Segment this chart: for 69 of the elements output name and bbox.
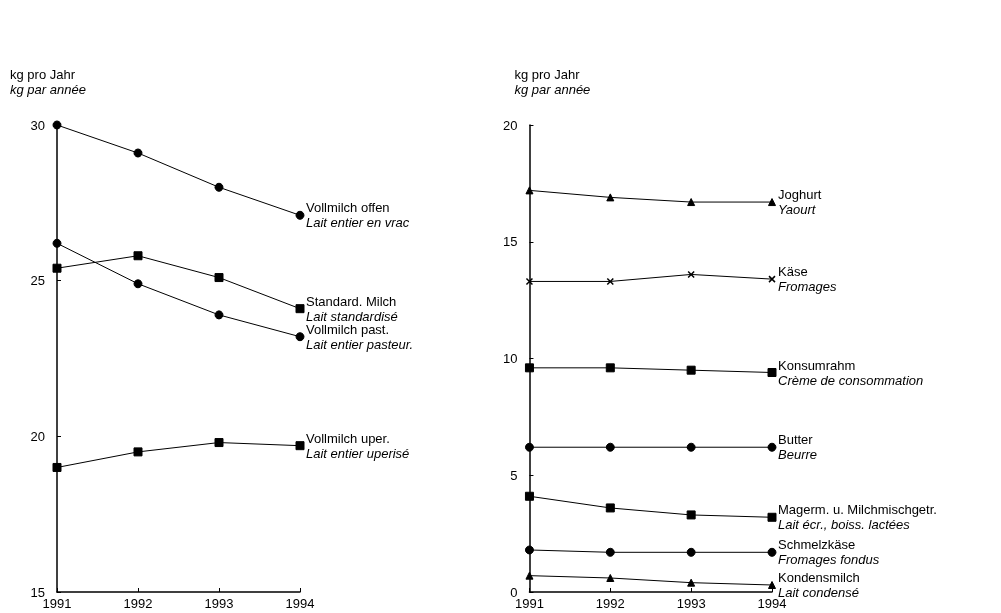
- y-tick-label: 20: [502, 117, 518, 133]
- point: [524, 442, 534, 452]
- series-label: Butter Beurre: [778, 432, 818, 463]
- series-label: Schmelzkäse Fromages fondus: [778, 537, 880, 568]
- point: [214, 310, 224, 320]
- x-tick-label: 1992: [123, 596, 153, 611]
- point: [525, 186, 534, 195]
- point: [214, 438, 224, 448]
- point: [214, 182, 224, 192]
- y-tick-label: 0: [510, 584, 518, 600]
- point: [524, 491, 534, 501]
- point: [686, 510, 696, 520]
- y-tick-label: 20: [30, 428, 45, 444]
- point: [525, 277, 534, 286]
- series-label: Vollmilch uper. Lait entier uperisé: [306, 430, 410, 461]
- point: [133, 148, 143, 158]
- point: [686, 442, 696, 452]
- point: [52, 263, 62, 273]
- point: [606, 573, 615, 582]
- y-tick-label: 10: [502, 351, 518, 366]
- point: [767, 512, 777, 522]
- y-tick-label: 15: [502, 234, 518, 250]
- point: [767, 547, 777, 557]
- point: [52, 462, 62, 472]
- series-label: Standard. Milch Lait standardisé: [306, 293, 398, 324]
- point: [687, 198, 696, 207]
- point: [768, 580, 776, 589]
- y-axis-title: kg pro Jahr kg par année: [514, 67, 591, 97]
- point: [605, 363, 615, 373]
- y-axis-title: kg pro Jahr kg par année: [10, 67, 86, 97]
- point: [686, 547, 696, 557]
- series-label: Magerm. u. Milchmischgetr. Lait écr., boiss. lactées: [778, 502, 937, 533]
- x-tick-label: 1992: [595, 596, 625, 611]
- point: [767, 442, 777, 452]
- series-label: Vollmilch offen Lait entier en vrac: [306, 200, 410, 231]
- point: [133, 279, 143, 289]
- point: [767, 368, 777, 378]
- point: [524, 545, 534, 555]
- x-tick-label: 1991: [515, 596, 544, 611]
- point: [605, 503, 615, 513]
- y-tick-label: 25: [30, 273, 45, 289]
- point: [52, 238, 62, 248]
- series-label: Vollmilch past. Lait entier pasteur.: [306, 321, 414, 352]
- x-tick-label: 1993: [676, 596, 706, 611]
- point: [525, 571, 534, 580]
- point: [295, 332, 305, 342]
- point: [295, 304, 305, 314]
- y-tick-label: 5: [510, 467, 518, 483]
- x-tick-label: 1994: [285, 596, 315, 611]
- point: [686, 365, 696, 375]
- series-label: Joghurt Yaourt: [778, 187, 822, 218]
- point: [768, 198, 776, 207]
- point: [214, 273, 224, 283]
- point: [133, 447, 143, 457]
- point: [524, 363, 534, 373]
- point: [295, 210, 305, 220]
- series-label: Konsumrahm Crème de consommation: [778, 357, 924, 388]
- point: [133, 251, 143, 261]
- y-tick-label: 15: [30, 584, 45, 600]
- x-tick-label: 1991: [42, 596, 72, 611]
- point: [605, 547, 615, 557]
- point: [52, 120, 62, 130]
- point: [605, 442, 615, 452]
- point: [687, 578, 696, 587]
- series-label: Käse Fromages: [778, 264, 838, 295]
- point: [295, 441, 305, 451]
- x-tick-label: 1993: [204, 596, 234, 611]
- point: [606, 193, 615, 202]
- y-tick-label: 30: [30, 117, 45, 133]
